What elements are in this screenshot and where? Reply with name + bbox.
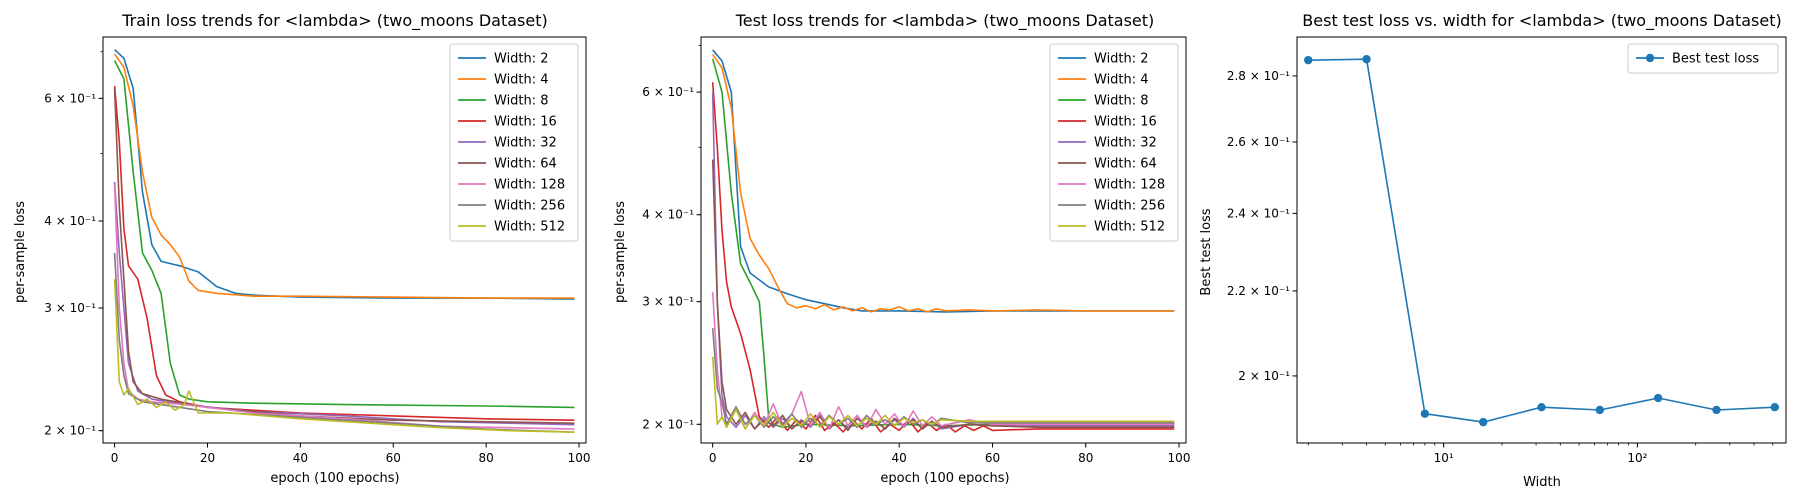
chart-title: Test loss trends for <lambda> (two_moons…: [735, 11, 1155, 31]
series-line: [113, 88, 575, 424]
legend-label: Width: 256: [1094, 199, 1165, 214]
x-tick-label: 80: [479, 451, 494, 465]
chart-train-loss: Train loss trends for <lambda> (two_moon…: [13, 11, 590, 486]
x-tick-label: 100: [568, 451, 591, 465]
legend-marker: [1645, 53, 1655, 63]
x-tick-label: 100: [1168, 451, 1191, 465]
series-line: [711, 356, 1175, 430]
x-tick-label: 80: [1078, 451, 1093, 465]
legend-label: Width: 32: [1094, 136, 1157, 151]
data-point: [1770, 403, 1779, 412]
chart-test-loss: Test loss trends for <lambda> (two_moons…: [613, 11, 1190, 486]
data-point: [1537, 403, 1546, 412]
legend-label: Width: 2: [494, 52, 549, 67]
data-point: [1653, 393, 1663, 403]
data-point: [1478, 417, 1488, 427]
data-point: [1420, 409, 1430, 418]
y-tick-label: 2 × 10⁻¹: [642, 417, 694, 431]
y-tick-label: 3 × 10⁻¹: [44, 301, 96, 315]
legend-label: Width: 16: [494, 115, 557, 130]
series-line: [113, 185, 575, 430]
series-line: [712, 53, 1175, 313]
legend-label: Width: 4: [1094, 73, 1149, 88]
legend-label: Width: 512: [1094, 220, 1165, 235]
series-line: [113, 60, 575, 409]
series-line: [113, 181, 575, 426]
legend: [1627, 43, 1779, 74]
y-tick-label: 6 × 10⁻¹: [642, 85, 694, 99]
legend-label: Width: 4: [494, 73, 549, 88]
series-line: [711, 82, 1175, 433]
y-tick-label: 3 × 10⁻¹: [642, 295, 694, 309]
y-axis-label: per-sample loss: [613, 201, 628, 303]
series-line: [113, 279, 575, 433]
x-tick-label: 0: [111, 451, 119, 465]
y-axis-label: per-sample loss: [13, 201, 28, 303]
legend-label: Width: 2: [1094, 52, 1149, 67]
legend-label: Width: 128: [494, 178, 565, 193]
y-tick-label: 2 × 10⁻¹: [1238, 369, 1290, 383]
y-tick-label: 4 × 10⁻¹: [44, 214, 96, 228]
plot-area: [711, 49, 1175, 433]
x-tick-label: 60: [386, 451, 401, 465]
y-tick-label: 2 × 10⁻¹: [44, 424, 96, 438]
legend-label: Width: 256: [494, 199, 565, 214]
x-tick-label: 10²: [1627, 451, 1647, 465]
y-tick-label: 4 × 10⁻¹: [642, 208, 694, 222]
y-axis-label: Best test loss: [1199, 208, 1214, 295]
legend-label: Width: 8: [494, 94, 549, 109]
legend-label: Width: 512: [494, 220, 565, 235]
x-tick-label: 10¹: [1434, 451, 1454, 465]
legend-label: Best test loss: [1672, 52, 1759, 67]
x-axis-label: epoch (100 epochs): [270, 471, 399, 486]
legend-label: Width: 128: [1094, 178, 1165, 193]
legend: [1049, 43, 1179, 242]
data-point: [1362, 55, 1371, 64]
chart-best-test-loss: Best test loss vs. width for <lambda> (t…: [1199, 11, 1787, 490]
legend-label: Width: 64: [494, 157, 557, 172]
x-tick-label: 40: [892, 451, 907, 465]
series-line: [113, 85, 575, 421]
plot-area: [113, 49, 575, 433]
data-point: [1304, 55, 1313, 65]
data-point: [1712, 405, 1721, 415]
y-tick-label: 2.8 × 10⁻¹: [1227, 69, 1290, 83]
chart-title: Train loss trends for <lambda> (two_moon…: [121, 11, 547, 31]
series-line: [113, 53, 575, 299]
legend-label: Width: 64: [1094, 157, 1157, 172]
legend-label: Width: 32: [494, 136, 557, 151]
legend-label: Width: 8: [1094, 94, 1149, 109]
x-tick-label: 20: [200, 451, 215, 465]
x-tick-label: 60: [985, 451, 1000, 465]
data-point: [1595, 405, 1605, 415]
legend: [449, 43, 579, 242]
y-tick-label: 6 × 10⁻¹: [44, 91, 96, 105]
plot-area: [1304, 55, 1779, 427]
y-tick-label: 2.6 × 10⁻¹: [1227, 135, 1290, 149]
chart-title: Best test loss vs. width for <lambda> (t…: [1302, 11, 1781, 31]
x-axis-label: Width: [1523, 475, 1561, 490]
plot-frame: [1296, 36, 1787, 444]
y-tick-label: 2.2 × 10⁻¹: [1227, 284, 1290, 298]
x-axis-label: epoch (100 epochs): [880, 471, 1009, 486]
series-line: [711, 159, 1175, 432]
plot-frame: [102, 36, 587, 444]
series-line: [711, 327, 1175, 429]
plot-frame: [700, 36, 1187, 444]
x-tick-label: 20: [798, 451, 813, 465]
legend-label: Width: 16: [1094, 115, 1157, 130]
y-tick-label: 2.4 × 10⁻¹: [1227, 206, 1290, 220]
x-tick-label: 40: [293, 451, 308, 465]
x-tick-label: 0: [709, 451, 717, 465]
